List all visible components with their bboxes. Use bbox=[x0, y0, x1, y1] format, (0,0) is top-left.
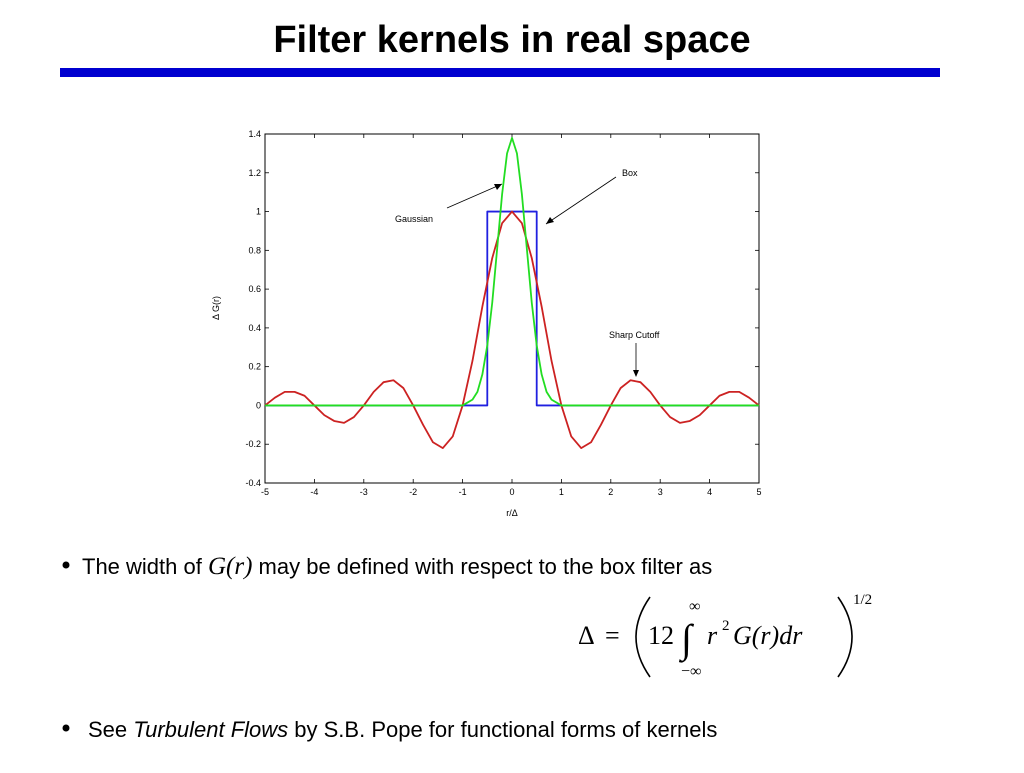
y-tick-label: 0.8 bbox=[248, 245, 261, 255]
series-line bbox=[265, 136, 759, 407]
figure-bg bbox=[235, 115, 820, 527]
x-tick-label: 3 bbox=[658, 487, 663, 497]
eq-power: 2 bbox=[722, 618, 730, 634]
x-tick-label: -1 bbox=[459, 487, 467, 497]
bullet-dot bbox=[62, 724, 70, 732]
paren bbox=[635, 596, 651, 678]
arrow-head bbox=[546, 217, 554, 224]
paren bbox=[837, 596, 853, 678]
y-tick-label: 0.6 bbox=[248, 284, 261, 294]
eq-upper: ∞ bbox=[689, 598, 700, 615]
x-tick-label: 0 bbox=[509, 487, 514, 497]
eq-lower: −∞ bbox=[681, 663, 701, 680]
eq-rest: G(r)dr bbox=[733, 621, 803, 650]
x-tick-label: -4 bbox=[310, 487, 318, 497]
series-line bbox=[264, 210, 760, 449]
x-tick-label: -3 bbox=[360, 487, 368, 497]
y-axis-label: Δ G(r) bbox=[211, 296, 221, 320]
arrow-head bbox=[494, 184, 502, 190]
eq-integral: ∫ bbox=[678, 616, 695, 663]
bullet-text: The width of G(r) may be defined with re… bbox=[82, 553, 712, 580]
y-tick-label: 0.2 bbox=[248, 362, 261, 372]
x-tick-label: 4 bbox=[707, 487, 712, 497]
bullet-dot bbox=[62, 561, 70, 569]
y-tick-label: 1 bbox=[256, 207, 261, 217]
text: by S.B. Pope for functional forms of ker… bbox=[294, 717, 717, 742]
y-tick-label: 1.2 bbox=[248, 168, 261, 178]
annotation: Sharp Cutoff bbox=[609, 330, 660, 340]
x-tick-label: 5 bbox=[756, 487, 761, 497]
y-tick-label: -0.2 bbox=[245, 439, 261, 449]
eq-base: r bbox=[707, 621, 718, 650]
bullet-text: See Turbulent Flows by S.B. Pope for fun… bbox=[88, 717, 717, 742]
y-tick-label: -0.4 bbox=[245, 478, 261, 488]
x-tick-label: 1 bbox=[559, 487, 564, 497]
x-tick-label: -2 bbox=[409, 487, 417, 497]
text: See bbox=[88, 717, 127, 742]
book-title: Turbulent Flows bbox=[133, 717, 288, 742]
y-tick-label: 1.4 bbox=[248, 129, 261, 139]
annotation: Box bbox=[622, 168, 638, 178]
arrow-head bbox=[633, 370, 639, 377]
eq-coefficient: 12 bbox=[648, 621, 674, 650]
title-bar bbox=[60, 68, 940, 77]
arrow bbox=[545, 176, 617, 225]
text: The width of bbox=[82, 554, 203, 579]
eq-lhs: Δ bbox=[578, 621, 595, 650]
y-tick-label: 0 bbox=[256, 400, 261, 410]
x-tick-label: 2 bbox=[608, 487, 613, 497]
arrow bbox=[446, 183, 503, 209]
eq-exponent: 1/2 bbox=[853, 592, 872, 608]
slide-title: Filter kernels in real space bbox=[273, 19, 750, 61]
text: may be defined with respect to the box f… bbox=[259, 554, 713, 579]
math: G(r) bbox=[208, 553, 252, 580]
x-tick-label: -5 bbox=[261, 487, 269, 497]
x-axis-label: r/Δ bbox=[506, 508, 518, 518]
annotation: Gaussian bbox=[395, 214, 433, 224]
eq-equals: = bbox=[605, 621, 620, 650]
y-tick-label: 0.4 bbox=[248, 323, 261, 333]
